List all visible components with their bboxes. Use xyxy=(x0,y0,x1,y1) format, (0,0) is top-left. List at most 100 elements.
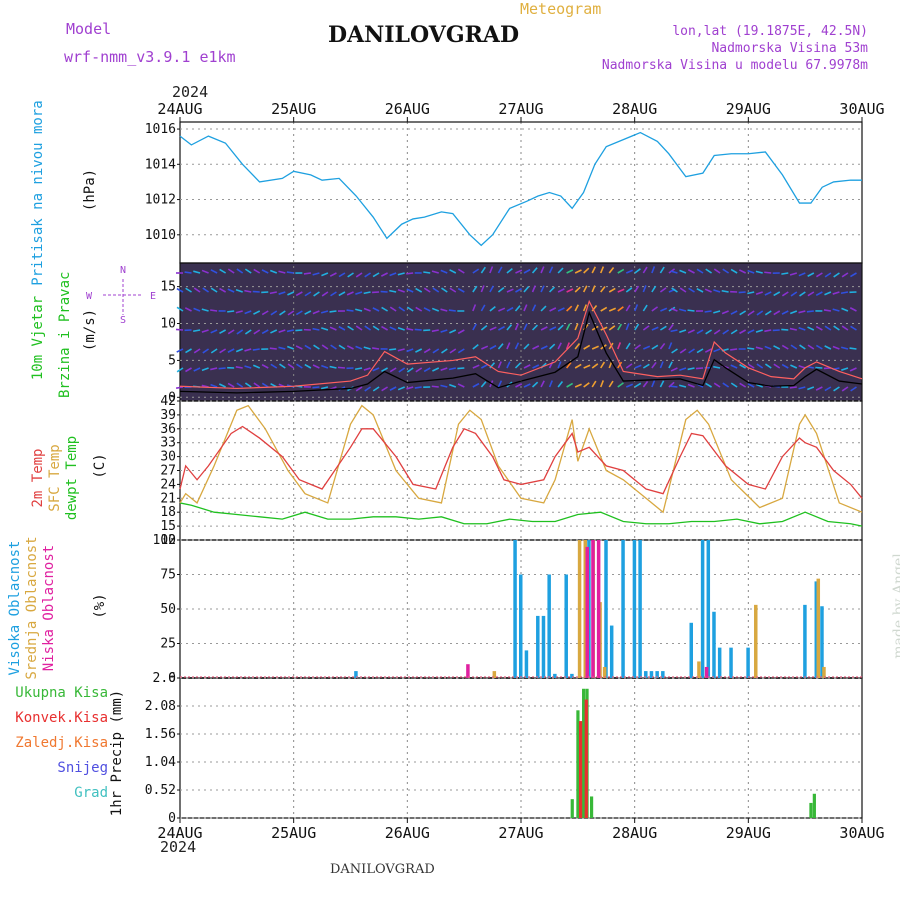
wind-arrow xyxy=(756,310,764,316)
wind-arrow xyxy=(218,383,226,388)
cloud-bar xyxy=(583,540,588,678)
wind-arrow xyxy=(824,291,832,296)
wind-arrow xyxy=(338,344,346,350)
legend-freezing-rain: Zaledj.Kisa xyxy=(15,735,108,751)
wind-arrow xyxy=(269,347,277,350)
wind-arrow xyxy=(295,291,303,297)
wind-arrow xyxy=(773,310,781,316)
cloud-bar xyxy=(729,647,733,678)
wind-arrow xyxy=(431,385,439,388)
time-label-bottom: 27AUG xyxy=(498,824,543,842)
wind-arrow xyxy=(574,323,579,331)
wind-arrow xyxy=(531,304,537,312)
wind-arrow xyxy=(321,344,329,350)
cloud-bar xyxy=(602,666,607,678)
wind-tick-label: 15 xyxy=(160,280,176,295)
wind-arrow xyxy=(480,304,486,312)
wind-arrow xyxy=(617,342,622,350)
wind-arrow xyxy=(355,308,363,312)
precip-tick-label: 0.52 xyxy=(145,783,176,798)
wind-arrow xyxy=(406,272,414,275)
precip-bar xyxy=(576,710,580,818)
precip-tick-label: 1.04 xyxy=(145,755,176,770)
wind-arrow xyxy=(329,310,337,313)
wind-arrow xyxy=(244,268,252,274)
wind-arrow xyxy=(406,367,414,373)
wind-arrow xyxy=(432,348,440,354)
wind-arrow xyxy=(449,348,457,354)
wind-arrow xyxy=(261,329,269,335)
wind-arrow xyxy=(747,310,755,316)
wind-arrow xyxy=(193,270,201,274)
model-label: Model xyxy=(66,20,112,38)
wind-arrow xyxy=(235,366,243,369)
wind-arrow xyxy=(549,307,557,312)
wind-arrow xyxy=(557,267,564,274)
wind-arrow xyxy=(531,285,537,293)
wind-arrow xyxy=(321,364,329,369)
temp-tick-label: 42 xyxy=(160,394,176,409)
pressure-line xyxy=(179,131,862,247)
wind-arrow xyxy=(202,348,210,354)
precip-unit: 1hr Precip (mm) xyxy=(109,689,125,817)
time-label-top: 29AUG xyxy=(726,100,771,118)
wind-arrow xyxy=(303,272,311,275)
wind-arrow xyxy=(608,267,615,274)
wind-arrow xyxy=(583,382,590,388)
wind-arrow xyxy=(457,287,465,293)
wind-arrow xyxy=(202,287,210,293)
wind-arrow xyxy=(617,268,625,274)
wind-arrow xyxy=(625,287,633,293)
wind-unit: (m/s) xyxy=(82,308,98,352)
wind-arrow xyxy=(764,291,772,296)
wind-arrow xyxy=(355,325,363,331)
wind-arrow xyxy=(799,344,806,350)
wind-arrow xyxy=(764,329,772,333)
compass-e: E xyxy=(150,291,156,302)
cloud-tick-label: 25 xyxy=(160,637,176,652)
wind-arrow xyxy=(448,309,456,312)
wind-arrow xyxy=(557,342,562,350)
cloud-bar xyxy=(570,673,574,678)
wind-arrow xyxy=(668,361,673,369)
wind-arrow xyxy=(489,305,496,312)
wind-arrow xyxy=(781,272,789,275)
wind-arrow xyxy=(364,386,372,392)
wind-arrow xyxy=(472,304,477,312)
wind-arrow xyxy=(755,291,763,296)
temp-2m-line xyxy=(179,425,863,499)
wind-arrow xyxy=(235,289,243,293)
wind-arrow xyxy=(515,269,523,274)
wind-arrow xyxy=(201,308,209,312)
wind-arrow xyxy=(506,324,513,331)
wind-arrow xyxy=(346,309,354,312)
wind-arrow xyxy=(713,365,721,369)
wind-arrow xyxy=(414,386,422,389)
wind-arrow xyxy=(790,344,798,350)
wind-arrow xyxy=(617,382,624,388)
wind-arrow xyxy=(557,361,562,369)
wind-arrow xyxy=(295,329,303,332)
wind-arrow xyxy=(565,362,572,369)
wind-arrow xyxy=(175,328,184,331)
wind-arrow xyxy=(381,325,388,331)
wind-arrow xyxy=(261,310,269,316)
wind-arrow xyxy=(840,291,849,295)
wind-arrow xyxy=(440,269,448,274)
wind-arrow xyxy=(738,291,746,294)
wind-arrow xyxy=(790,364,798,369)
wind-arrow xyxy=(489,285,495,293)
wind-arrow xyxy=(721,310,729,315)
temp-tick-label: 39 xyxy=(160,408,176,423)
wind-arrow xyxy=(381,367,388,373)
wind-arrow xyxy=(799,291,806,297)
wind-arrow xyxy=(781,291,789,297)
wind-arrow xyxy=(219,268,227,274)
wind-arrow xyxy=(591,363,599,369)
wind-arrow xyxy=(565,342,571,350)
wind-arrow xyxy=(705,268,712,274)
cloud-bar xyxy=(820,606,824,678)
wind-arrow xyxy=(608,325,616,331)
wind-arrow xyxy=(600,326,608,331)
